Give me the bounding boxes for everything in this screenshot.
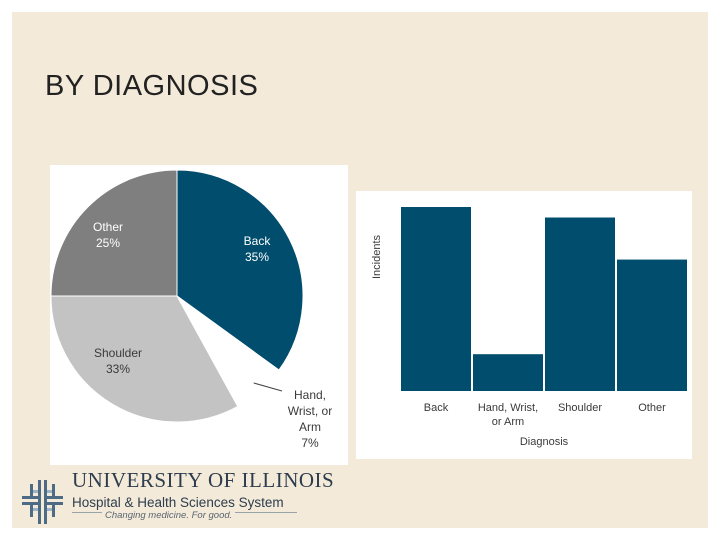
pie-leader-line: [253, 382, 283, 392]
bar-hand-wrist-or-arm: [473, 354, 543, 391]
logo-tagline: Changing medicine. For good.: [102, 510, 236, 521]
pie-slice-back: [176, 169, 304, 371]
pie-label-hand-wrist-or-arm: Hand,: [294, 388, 326, 402]
bar-chart-panel: Back Hand, Wrist, or Arm Shoulder Other Diagn…: [356, 191, 692, 459]
bar-category-label: Hand, Wrist,: [478, 402, 538, 414]
x-axis-label: Diagnosis: [520, 436, 569, 448]
pie-slice-shoulder: [50, 295, 239, 423]
pie-label-hand-wrist-or-arm: Arm: [299, 420, 321, 434]
slide: BY DIAGNOSIS Back 35% Hand, Wrist, or Arm 7% S…: [12, 12, 708, 528]
bar-shoulder: [545, 217, 615, 391]
pie-chart-panel: Back 35% Hand, Wrist, or Arm 7% Shoulder 33% Oth…: [50, 165, 348, 465]
slide-title: BY DIAGNOSIS: [45, 70, 259, 102]
bar-back: [401, 207, 471, 391]
pie-label-other: Other: [93, 220, 123, 234]
bar-category-label: Shoulder: [558, 402, 602, 414]
university-logo: UNIVERSITY OF ILLINOIS Hospital & Health…: [22, 466, 334, 526]
pie-chart: Back 35% Hand, Wrist, or Arm 7% Shoulder 33% Oth…: [50, 169, 332, 450]
bar-category-label: Back: [424, 402, 449, 414]
pie-value-shoulder: 33%: [106, 362, 130, 376]
pie-slice-other: [50, 169, 178, 297]
pie-label-hand-wrist-or-arm: Wrist, or: [288, 404, 332, 418]
university-cross-icon: [22, 480, 63, 524]
pie-value-hand-wrist-or-arm: 7%: [301, 436, 319, 450]
logo-university-name: UNIVERSITY OF ILLINOIS: [72, 468, 335, 492]
y-axis-label: Incidents: [371, 234, 383, 279]
pie-label-back: Back: [244, 234, 272, 248]
bar-category-label: or Arm: [492, 416, 524, 428]
bar-category-label: Other: [638, 402, 666, 414]
pie-label-shoulder: Shoulder: [94, 346, 142, 360]
logo-system-name: Hospital & Health Sciences System: [72, 495, 284, 510]
pie-value-back: 35%: [245, 250, 269, 264]
bar-chart: Back Hand, Wrist, or Arm Shoulder Other Diagn…: [371, 207, 687, 448]
pie-value-other: 25%: [96, 236, 120, 250]
bar-other: [617, 259, 687, 391]
